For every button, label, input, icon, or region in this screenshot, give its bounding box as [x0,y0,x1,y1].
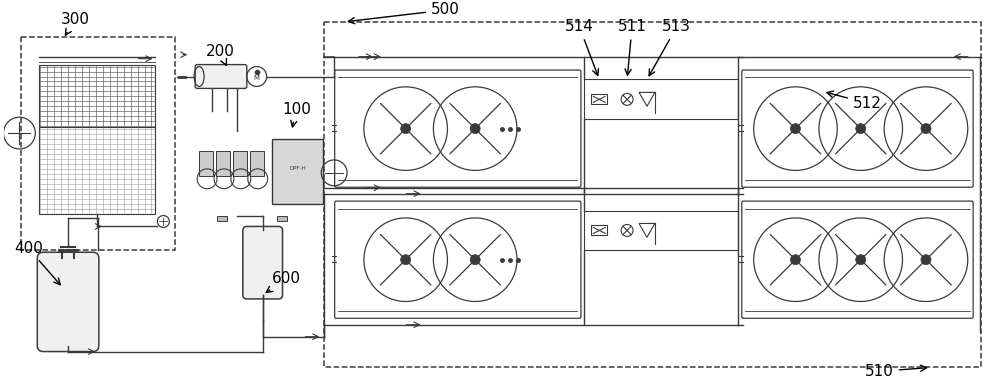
Text: 400: 400 [14,241,60,285]
Circle shape [470,255,480,265]
Text: 600: 600 [266,271,301,293]
Circle shape [401,123,411,134]
Bar [21,37,175,250]
Circle shape [856,255,866,265]
Text: 514: 514 [565,19,598,75]
Bar [272,139,323,204]
Circle shape [790,255,800,265]
Text: 300: 300 [61,12,90,35]
Text: 511: 511 [618,19,646,75]
Bar [584,79,738,119]
FancyBboxPatch shape [37,252,99,351]
Text: 200: 200 [206,44,234,65]
Circle shape [470,123,480,134]
Bar [591,226,607,235]
Text: 513: 513 [649,19,691,76]
Text: 100: 100 [282,102,311,127]
Bar [584,211,738,250]
Text: M: M [254,75,260,82]
Circle shape [921,123,931,134]
Circle shape [401,255,411,265]
Circle shape [856,123,866,134]
Bar [324,22,981,367]
Bar [591,94,607,104]
Bar [277,216,287,221]
Text: 512: 512 [827,91,882,111]
Circle shape [921,255,931,265]
Bar [216,151,230,176]
FancyBboxPatch shape [243,226,283,299]
Text: 500: 500 [348,2,460,24]
Text: DPF-H: DPF-H [289,166,306,171]
Bar [250,151,264,176]
Bar [217,216,227,221]
Text: 510: 510 [865,364,927,379]
Circle shape [790,123,800,134]
Bar [39,65,155,214]
FancyBboxPatch shape [195,65,247,88]
Bar [199,151,213,176]
Bar [233,151,247,176]
